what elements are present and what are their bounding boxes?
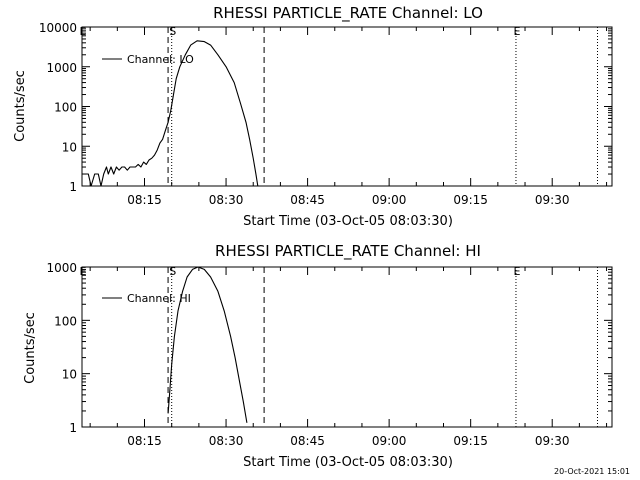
x-axis-label: Start Time (03-Oct-05 08:03:30) (243, 214, 453, 229)
x-tick-label: 09:00 (372, 193, 407, 207)
y-tick-label: 1000 (46, 61, 77, 75)
x-tick-label: 08:30 (209, 193, 244, 207)
legend-label: Channel: LO (127, 53, 194, 66)
panel-hi: RHESSI PARTICLE_RATE Channel: HI Counts/… (23, 242, 613, 470)
y-tick-label: 100 (54, 101, 77, 115)
panel-lo: RHESSI PARTICLE_RATE Channel: LO Counts/… (13, 4, 613, 229)
y-axis-label: Counts/sec (23, 312, 38, 384)
x-tick-label: 08:15 (127, 434, 162, 448)
chart-title: RHESSI PARTICLE_RATE Channel: LO (213, 4, 483, 23)
y-axis-label: Counts/sec (13, 70, 28, 142)
marker-label: E (80, 25, 87, 38)
y-tick-label: 10000 (39, 21, 77, 35)
x-tick-label: 08:45 (290, 434, 325, 448)
plot-frame (81, 266, 613, 428)
x-tick-label: 09:00 (372, 434, 407, 448)
chart-title: RHESSI PARTICLE_RATE Channel: HI (215, 242, 481, 261)
series-line (167, 266, 248, 423)
footer-timestamp: 20-Oct-2021 15:01 (554, 467, 630, 476)
x-tick-label: 09:30 (535, 193, 570, 207)
marker-label: E (80, 265, 87, 278)
marker-label: E (513, 265, 520, 278)
legend-label: Channel: HI (127, 292, 191, 305)
x-tick-label: 09:15 (453, 193, 488, 207)
y-tick-label: 10 (62, 140, 77, 154)
y-tick-label: 1 (69, 421, 77, 435)
series-line (82, 40, 259, 187)
x-tick-label: 09:15 (453, 434, 488, 448)
y-tick-label: 10 (62, 368, 77, 382)
x-tick-label: 08:45 (290, 193, 325, 207)
y-tick-label: 100 (54, 314, 77, 328)
x-axis-label: Start Time (03-Oct-05 08:03:30) (243, 455, 453, 470)
marker-label: S (169, 25, 176, 38)
marker-label: S (169, 265, 176, 278)
x-tick-label: 08:30 (209, 434, 244, 448)
plot-frame (81, 26, 613, 187)
x-tick-label: 09:30 (535, 434, 570, 448)
x-tick-label: 08:15 (127, 193, 162, 207)
marker-label: E (513, 25, 520, 38)
y-tick-label: 1000 (46, 261, 77, 275)
y-tick-label: 1 (69, 180, 77, 194)
